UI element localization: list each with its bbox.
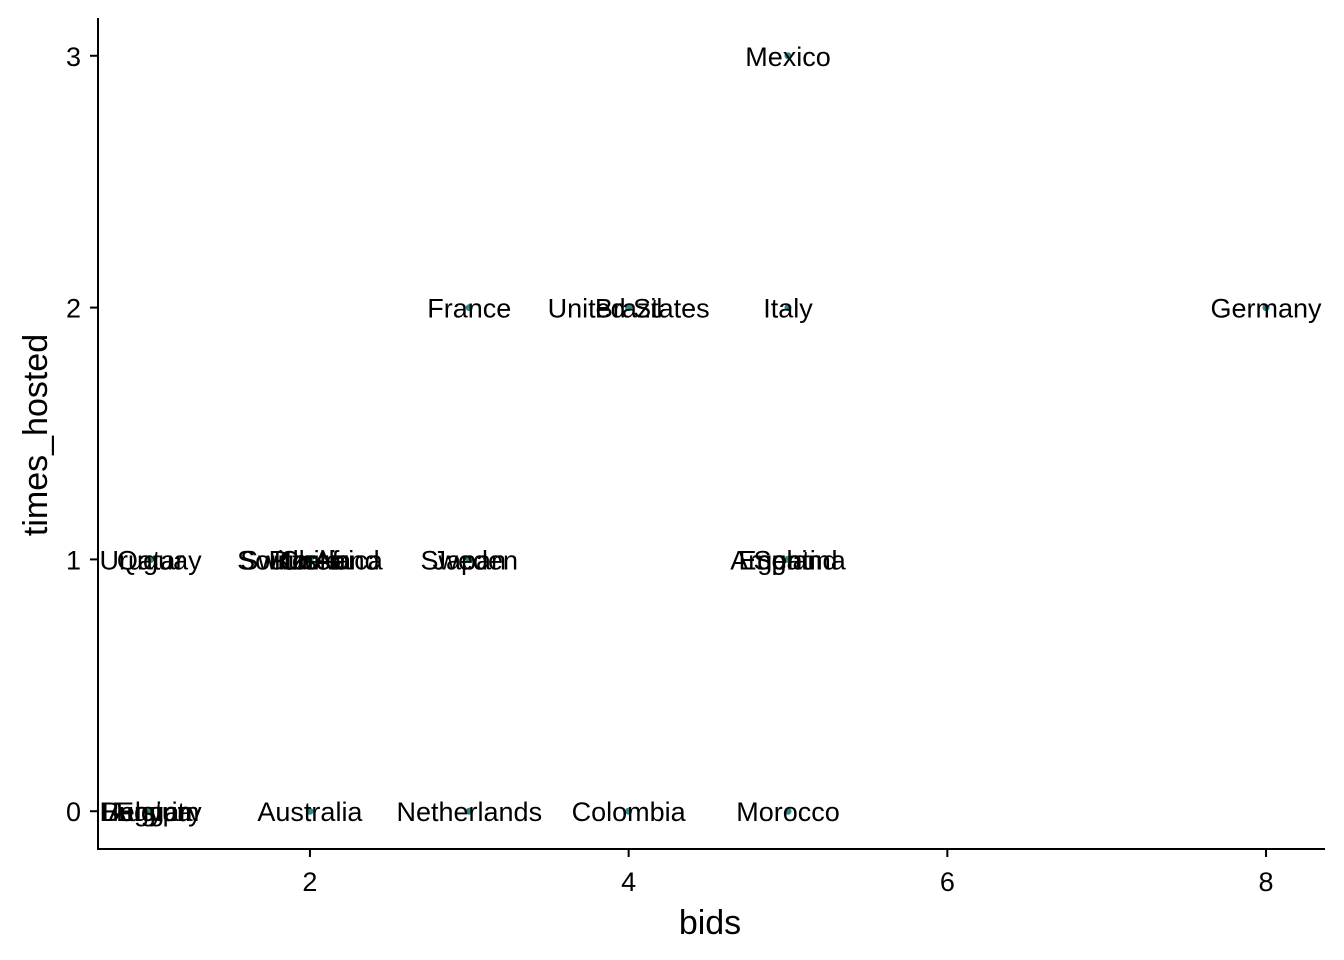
point-label: South Africa — [237, 545, 384, 575]
point-label: Egypt — [116, 797, 186, 827]
data-point — [306, 807, 314, 815]
data-point — [784, 555, 792, 563]
point-label: Australia — [257, 797, 363, 827]
y-axis-title: times_hosted — [17, 334, 55, 536]
y-ticks: 0 1 2 3 — [66, 42, 98, 827]
y-tick-label: 1 — [66, 545, 81, 575]
data-point — [147, 807, 155, 815]
data-point — [1262, 304, 1270, 312]
data-point — [465, 807, 473, 815]
point-label: Japan — [432, 545, 506, 575]
point-label: Switzerland — [240, 545, 380, 575]
x-ticks: 2 4 6 8 — [302, 849, 1274, 897]
data-point — [147, 555, 155, 563]
x-axis-title: bids — [679, 904, 741, 942]
point-label: Argentina — [730, 545, 847, 575]
point-label: Uruguay — [100, 545, 203, 575]
data-point — [465, 555, 473, 563]
point-label: Qatar — [117, 545, 185, 575]
y-tick-label: 0 — [66, 797, 81, 827]
point-label: England — [738, 545, 837, 575]
y-tick-label: 3 — [66, 42, 81, 72]
point-label: Mexico — [745, 42, 831, 72]
data-point — [784, 52, 792, 60]
point-label: United States — [548, 294, 710, 324]
point-label: Germany — [1211, 294, 1323, 324]
point-label: Austria — [109, 797, 194, 827]
point-label: Belgium — [102, 797, 200, 827]
x-tick-label: 8 — [1259, 867, 1274, 897]
data-point — [625, 807, 633, 815]
point-label: France — [427, 294, 511, 324]
x-tick-label: 2 — [302, 867, 317, 897]
data-points — [147, 52, 1270, 815]
data-point — [465, 304, 473, 312]
point-label: Russia — [269, 545, 353, 575]
data-point — [784, 304, 792, 312]
data-point — [625, 304, 633, 312]
x-tick-label: 6 — [940, 867, 955, 897]
point-label: Colombia — [572, 797, 687, 827]
point-label: Korea — [274, 545, 347, 575]
point-label: Sweden — [420, 545, 518, 575]
point-label: Brazil — [595, 294, 663, 324]
point-label: Chile — [279, 545, 341, 575]
data-point — [784, 807, 792, 815]
axes — [97, 18, 1325, 850]
point-label: Spain — [753, 545, 822, 575]
x-tick-label: 4 — [621, 867, 636, 897]
y-tick-label: 2 — [66, 294, 81, 324]
point-label: Morocco — [736, 797, 840, 827]
point-label: Hungary — [100, 797, 203, 827]
point-label: Netherlands — [396, 797, 542, 827]
data-point — [306, 555, 314, 563]
point-label: Italy — [763, 294, 813, 324]
